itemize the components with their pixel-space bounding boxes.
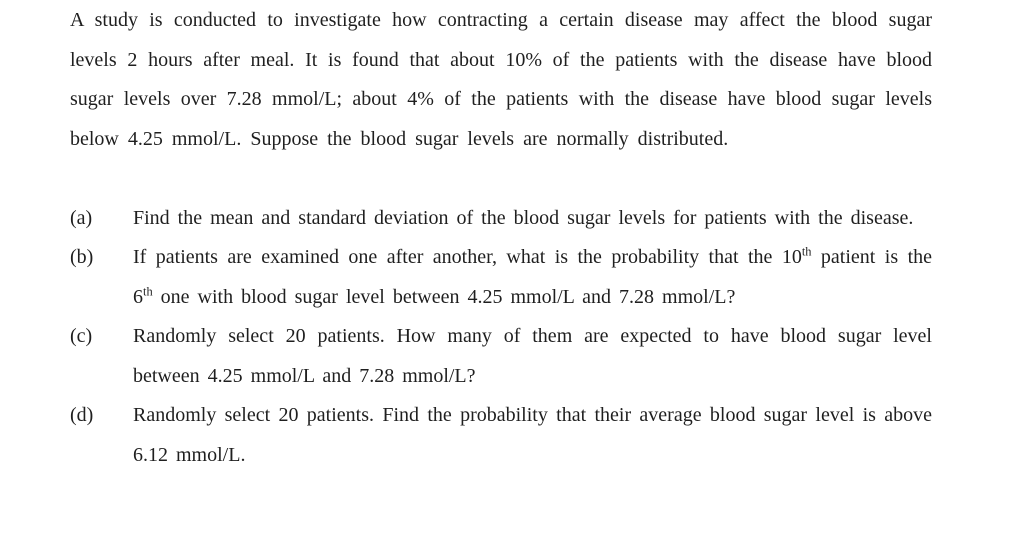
question-text-segment: patient is the 6 [133, 246, 933, 308]
question-item-a: (a) Find the mean and standard deviation… [70, 199, 932, 239]
question-text-segment: Randomly select 20 patients. Find the pr… [133, 404, 932, 466]
question-label-b: (b) [70, 246, 94, 268]
question-item-b: (b) If patients are examined one after a… [70, 238, 932, 317]
question-text-d: Randomly select 20 patients. Find the pr… [133, 396, 932, 475]
question-label-d: (d) [70, 404, 94, 426]
problem-statement: A study is conducted to investigate how … [70, 9, 932, 150]
question-text-segment: If patients are examined one after anoth… [133, 246, 802, 268]
question-text-a: Find the mean and standard deviation of … [133, 199, 932, 239]
question-item-d: (d) Randomly select 20 patients. Find th… [70, 396, 932, 475]
question-text-segment: Find the mean and standard deviation of … [133, 206, 914, 229]
question-text-c: Randomly select 20 patients. How many of… [133, 317, 932, 396]
question-text-segment: Randomly select 20 patients. How many of… [133, 325, 932, 387]
ordinal-superscript: th [801, 244, 812, 259]
question-item-c: (c) Randomly select 20 patients. How man… [70, 317, 932, 396]
ordinal-superscript: th [143, 283, 153, 298]
question-text-segment: one with blood sugar level between 4.25 … [152, 285, 736, 308]
question-label-c: (c) [70, 325, 93, 347]
question-label-a: (a) [70, 206, 93, 229]
question-text-b: If patients are examined one after anoth… [133, 238, 932, 317]
question-list: (a) Find the mean and standard deviation… [70, 199, 932, 476]
